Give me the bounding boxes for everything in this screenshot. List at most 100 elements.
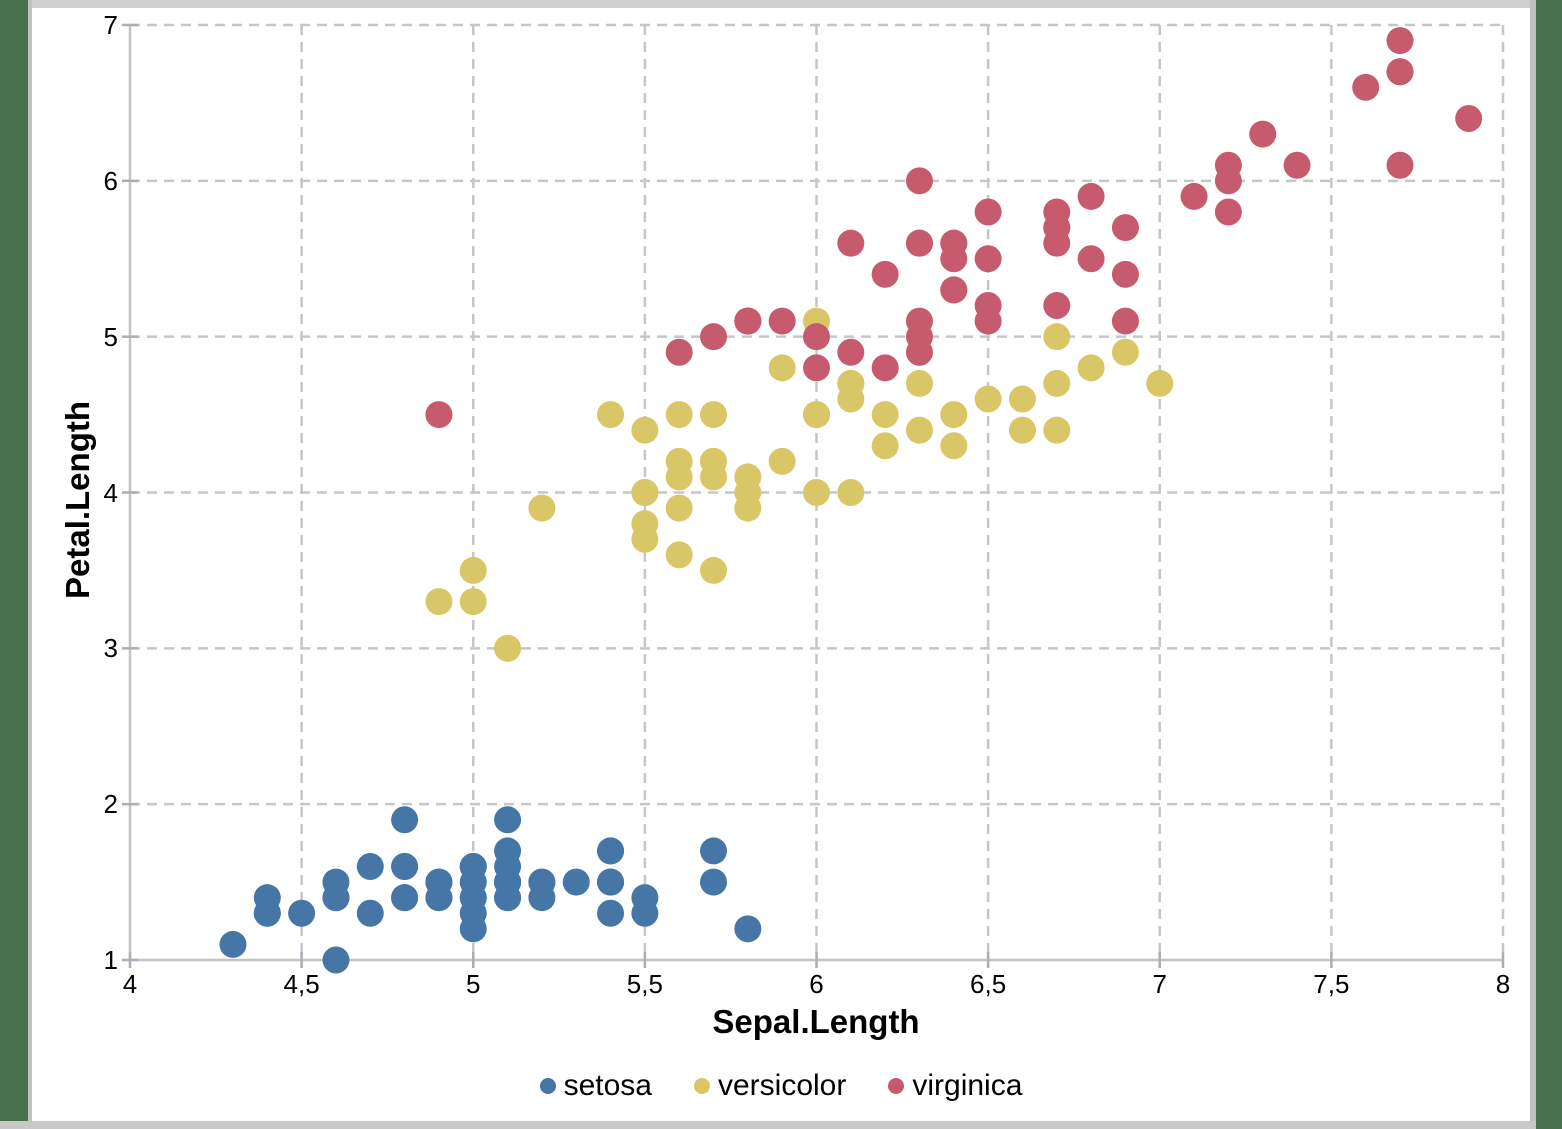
sheet-background-left	[0, 0, 28, 1121]
data-point-setosa	[219, 930, 247, 958]
data-point-versicolor	[700, 556, 728, 584]
data-point-setosa	[288, 899, 316, 927]
legend-marker-icon	[539, 1078, 556, 1094]
data-point-versicolor	[1043, 416, 1071, 444]
data-point-virginica	[700, 323, 728, 351]
x-tick-label: 7	[1152, 969, 1167, 999]
x-tick-label: 8	[1495, 969, 1511, 999]
data-point-versicolor	[459, 588, 487, 616]
data-point-virginica	[905, 229, 933, 257]
x-tick-label: 6	[809, 969, 824, 999]
y-tick-label: 3	[103, 633, 118, 664]
data-point-setosa	[459, 853, 487, 880]
data-point-versicolor	[665, 401, 693, 429]
data-point-setosa	[322, 946, 350, 974]
data-point-setosa	[391, 806, 419, 834]
legend-label: versicolor	[717, 1069, 847, 1102]
data-point-virginica	[1111, 214, 1139, 242]
y-axis-title: Petal.Length	[59, 400, 96, 600]
legend-marker-icon	[693, 1078, 710, 1094]
y-tick-label: 1	[103, 945, 118, 975]
x-tick-label: 5	[466, 969, 481, 999]
data-point-versicolor	[425, 588, 453, 616]
data-point-versicolor	[803, 401, 830, 429]
y-tick-label: 7	[103, 10, 118, 40]
data-point-virginica	[1111, 307, 1139, 335]
legend-item-virginica: virginica	[888, 1069, 1022, 1103]
data-point-versicolor	[1077, 354, 1105, 382]
data-point-virginica	[734, 307, 762, 335]
data-point-versicolor	[700, 401, 728, 429]
data-point-versicolor	[459, 556, 487, 584]
data-point-virginica	[1249, 120, 1277, 148]
data-point-versicolor	[803, 479, 830, 506]
data-point-virginica	[803, 323, 830, 351]
data-point-virginica	[1180, 182, 1208, 210]
data-point-virginica	[665, 338, 693, 366]
data-point-virginica	[1111, 260, 1139, 288]
data-point-setosa	[356, 899, 384, 927]
data-point-virginica	[1352, 73, 1380, 101]
data-point-versicolor	[665, 541, 693, 569]
data-point-versicolor	[1111, 338, 1139, 366]
data-point-virginica	[425, 401, 453, 429]
sheet-background-right	[1536, 0, 1562, 1129]
panel-border-right	[1530, 0, 1536, 1121]
x-axis-title: Sepal.Length	[712, 1003, 920, 1040]
data-point-setosa	[631, 899, 659, 927]
x-tick-label: 4	[122, 969, 138, 999]
data-point-virginica	[768, 307, 796, 335]
x-tick-label: 6,5	[970, 969, 1007, 999]
data-point-virginica	[837, 338, 865, 366]
data-point-versicolor	[631, 525, 659, 553]
y-tick-label: 6	[103, 165, 118, 196]
data-point-versicolor	[1008, 416, 1036, 444]
x-tick-label: 5,5	[626, 969, 663, 999]
data-point-virginica	[1386, 58, 1414, 86]
legend-marker-icon	[888, 1078, 905, 1094]
data-point-setosa	[459, 884, 487, 912]
data-point-setosa	[597, 868, 625, 896]
legend-item-setosa: setosa	[539, 1069, 652, 1103]
data-point-setosa	[322, 884, 350, 912]
data-point-virginica	[871, 354, 899, 382]
data-point-versicolor	[528, 494, 556, 522]
panel-border-left	[28, 0, 32, 1121]
x-tick-label: 4,5	[283, 969, 320, 999]
data-point-versicolor	[837, 385, 865, 413]
data-point-virginica	[1077, 245, 1105, 273]
data-point-versicolor	[768, 447, 796, 475]
data-point-setosa	[494, 853, 522, 880]
data-point-virginica	[1386, 151, 1414, 179]
data-point-virginica	[1077, 182, 1105, 210]
data-point-setosa	[597, 837, 625, 865]
data-point-versicolor	[597, 401, 625, 429]
x-tick-label: 7,5	[1313, 969, 1350, 999]
data-point-versicolor	[940, 401, 968, 429]
data-point-virginica	[940, 276, 968, 304]
data-point-virginica	[871, 260, 899, 288]
y-tick-label: 2	[103, 789, 118, 820]
data-point-virginica	[974, 198, 1002, 226]
data-point-virginica	[1043, 214, 1071, 242]
data-point-virginica	[905, 167, 933, 195]
data-point-versicolor	[665, 494, 693, 522]
data-point-setosa	[734, 915, 762, 943]
data-point-versicolor	[974, 385, 1002, 413]
data-point-setosa	[528, 868, 556, 896]
legend-label: setosa	[563, 1069, 652, 1102]
data-point-setosa	[356, 853, 384, 880]
data-point-virginica	[1214, 198, 1242, 226]
data-point-versicolor	[1008, 385, 1036, 413]
data-point-versicolor	[940, 432, 968, 460]
panel-border-bottom	[0, 1121, 1536, 1129]
data-point-versicolor	[734, 479, 762, 506]
data-point-setosa	[253, 899, 281, 927]
panel-border-top	[32, 0, 1530, 8]
legend-label: virginica	[912, 1069, 1023, 1102]
y-tick-label: 4	[103, 477, 118, 508]
data-point-versicolor	[871, 432, 899, 460]
data-point-virginica	[974, 292, 1002, 319]
data-point-versicolor	[700, 463, 728, 491]
